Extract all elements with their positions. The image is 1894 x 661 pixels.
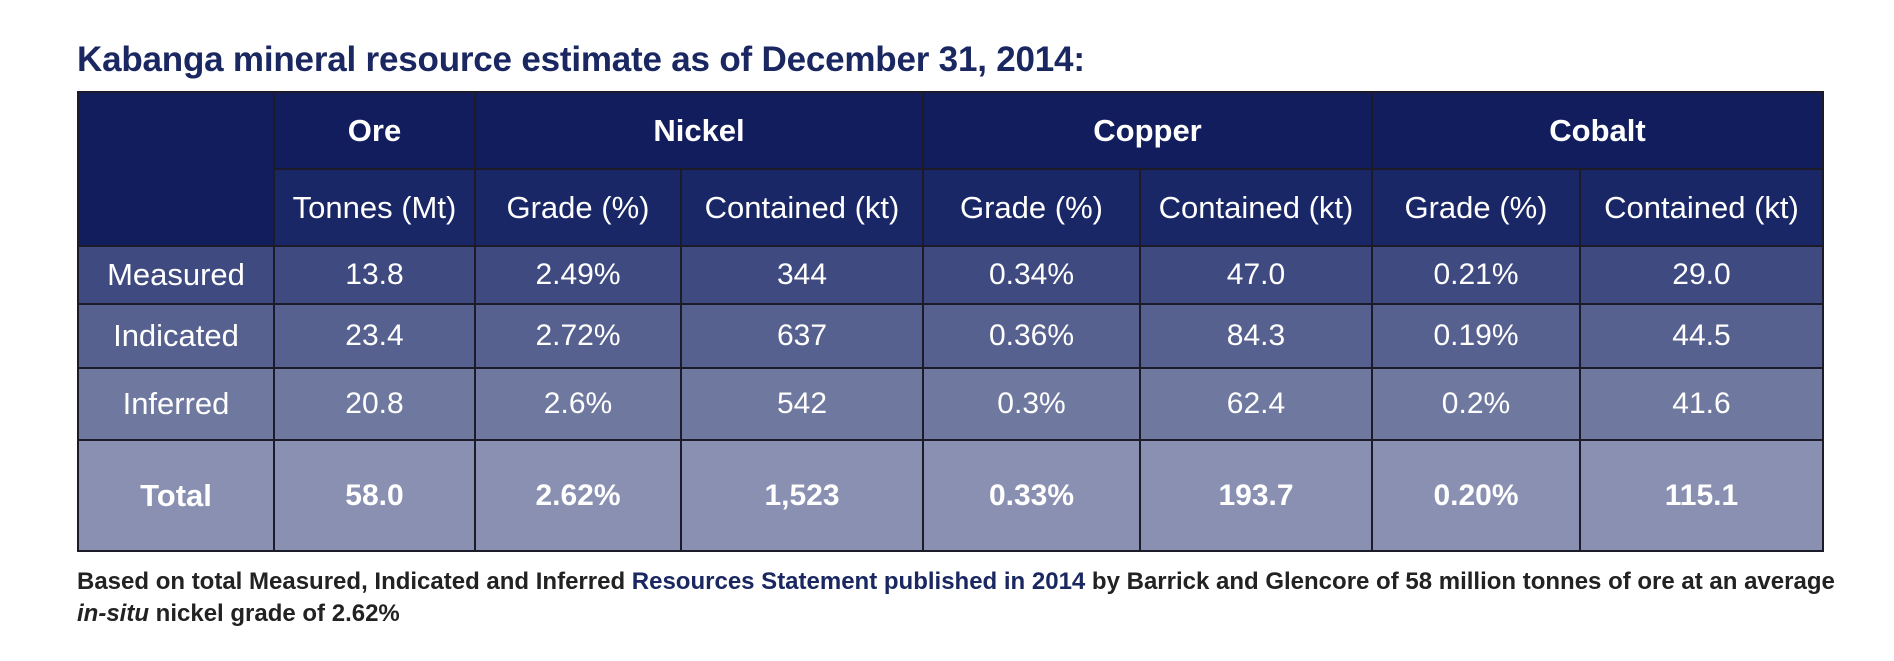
table-cell: 0.19%: [1371, 303, 1581, 369]
table-row-indicated: Indicated 23.4 2.72% 637 0.36% 84.3 0.19…: [77, 303, 1824, 369]
table-cell: 20.8: [273, 367, 476, 441]
group-header-cobalt: Cobalt: [1371, 91, 1824, 170]
table-cell: 2.6%: [474, 367, 682, 441]
table-row-measured: Measured 13.8 2.49% 344 0.34% 47.0 0.21%…: [77, 245, 1824, 305]
table-cell: 62.4: [1139, 367, 1373, 441]
table-cell: 58.0: [273, 439, 476, 552]
group-header-row: Ore Nickel Copper Cobalt: [77, 91, 1824, 247]
group-header-ore: Ore: [273, 91, 476, 170]
corner-cell: [77, 91, 275, 247]
table-cell: 41.6: [1579, 367, 1824, 441]
column-header: Tonnes (Mt): [273, 168, 476, 247]
table-cell: 2.72%: [474, 303, 682, 369]
resource-table: Ore Nickel Copper Cobalt Tonnes (Mt) Gra…: [77, 91, 1824, 552]
table-cell: 637: [680, 303, 924, 369]
row-label: Indicated: [77, 303, 275, 369]
table-cell: 44.5: [1579, 303, 1824, 369]
column-header: Grade (%): [474, 168, 682, 247]
table-cell: 2.62%: [474, 439, 682, 552]
table-row-total: Total 58.0 2.62% 1,523 0.33% 193.7 0.20%…: [77, 439, 1824, 552]
row-label: Inferred: [77, 367, 275, 441]
table-cell: 29.0: [1579, 245, 1824, 305]
table-cell: 0.3%: [922, 367, 1141, 441]
column-header: Contained (kt): [1579, 168, 1824, 247]
column-header: Contained (kt): [1139, 168, 1373, 247]
page-title: Kabanga mineral resource estimate as of …: [77, 40, 1085, 79]
table-cell: 0.33%: [922, 439, 1141, 552]
group-header-copper: Copper: [922, 91, 1373, 170]
table-cell: 0.2%: [1371, 367, 1581, 441]
table-cell: 0.34%: [922, 245, 1141, 305]
footnote-italic: in-situ: [77, 600, 149, 627]
column-header: Contained (kt): [680, 168, 924, 247]
resources-statement-link[interactable]: Resources Statement published in 2014: [631, 568, 1086, 595]
table-cell: 0.20%: [1371, 439, 1581, 552]
table-cell: 542: [680, 367, 924, 441]
column-header-row: Tonnes (Mt) Grade (%) Contained (kt) Gra…: [78, 168, 1824, 247]
table-cell: 84.3: [1139, 303, 1373, 369]
column-header: Grade (%): [922, 168, 1141, 247]
footnote-text: nickel grade of 2.62%: [149, 600, 400, 627]
table-cell: 23.4: [273, 303, 476, 369]
footnote-text: by Barrick and Glencore of 58 million to…: [1085, 568, 1835, 595]
table-cell: 344: [680, 245, 924, 305]
table-cell: 2.49%: [474, 245, 682, 305]
table-cell: 115.1: [1579, 439, 1824, 552]
table-cell: 0.21%: [1371, 245, 1581, 305]
table-cell: 47.0: [1139, 245, 1373, 305]
row-label: Total: [77, 439, 275, 552]
footnote-text: Based on total Measured, Indicated and I…: [77, 568, 632, 595]
table-cell: 13.8: [273, 245, 476, 305]
table-cell: 0.36%: [922, 303, 1141, 369]
row-label: Measured: [77, 245, 275, 305]
group-header-nickel: Nickel: [474, 91, 924, 170]
column-header: Grade (%): [1371, 168, 1581, 247]
footnote: Based on total Measured, Indicated and I…: [77, 566, 1837, 630]
table-row-inferred: Inferred 20.8 2.6% 542 0.3% 62.4 0.2% 41…: [77, 367, 1824, 441]
table-cell: 193.7: [1139, 439, 1373, 552]
table-cell: 1,523: [680, 439, 924, 552]
